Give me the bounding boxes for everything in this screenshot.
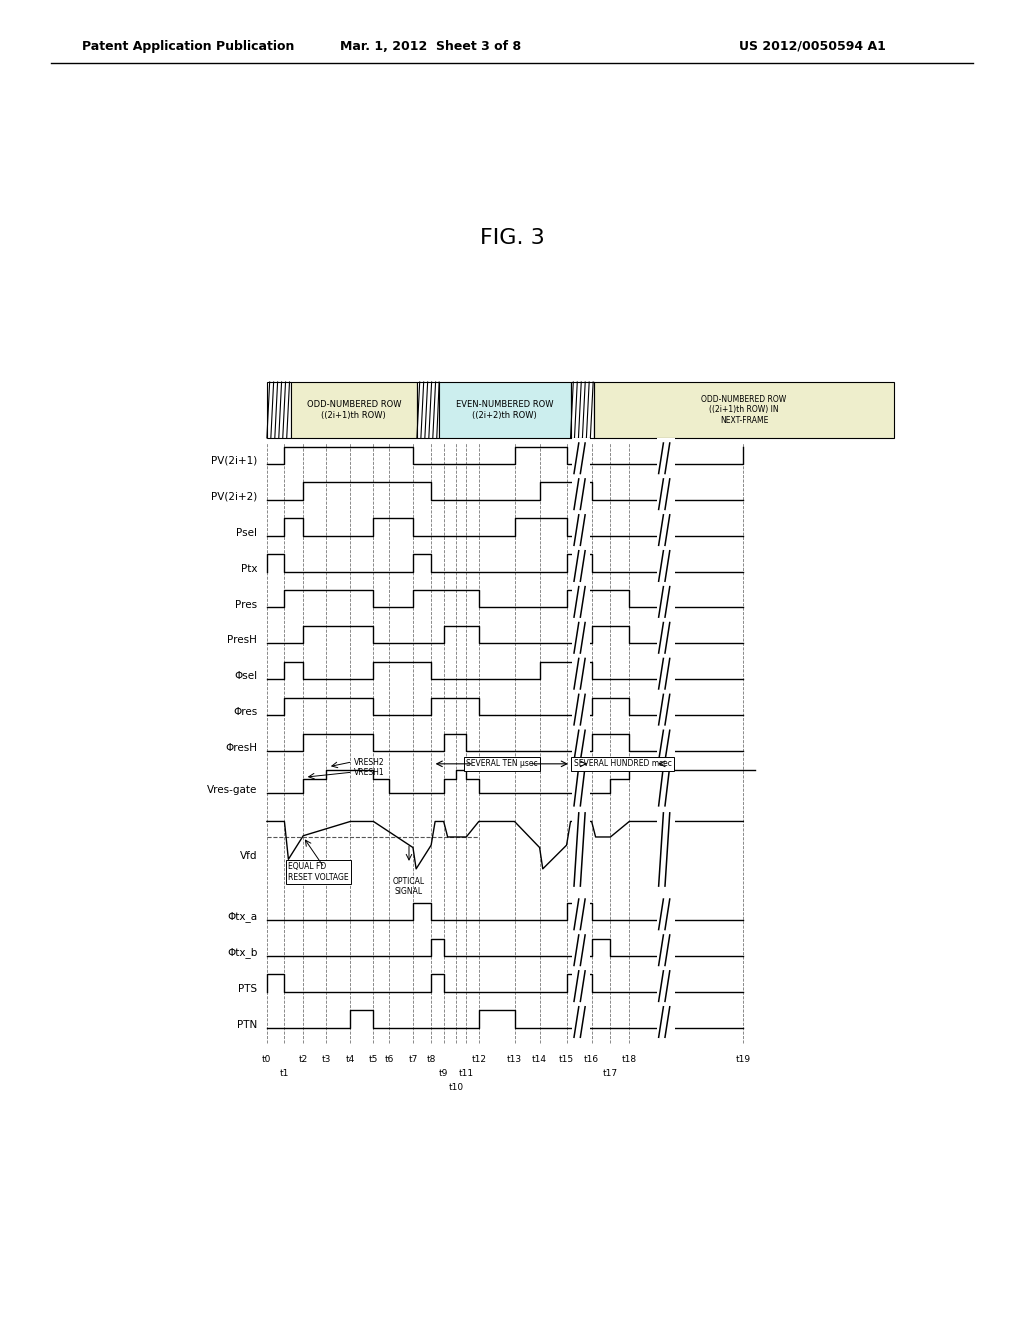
Bar xyxy=(572,438,590,1048)
Bar xyxy=(657,438,675,1048)
Text: PV(2i+2): PV(2i+2) xyxy=(211,492,257,502)
Bar xyxy=(439,381,570,438)
Text: PresH: PresH xyxy=(227,635,257,645)
Text: t3: t3 xyxy=(322,1055,331,1064)
Bar xyxy=(570,381,594,438)
Text: t8: t8 xyxy=(426,1055,436,1064)
Bar xyxy=(594,381,894,438)
Text: t5: t5 xyxy=(369,1055,378,1064)
Text: t16: t16 xyxy=(584,1055,599,1064)
Text: Ptx: Ptx xyxy=(241,564,257,574)
Text: Vres-gate: Vres-gate xyxy=(207,784,257,795)
Text: Φtx_a: Φtx_a xyxy=(227,912,257,923)
Text: t11: t11 xyxy=(459,1069,474,1078)
Text: ODD-NUMBERED ROW
((2i+1)th ROW): ODD-NUMBERED ROW ((2i+1)th ROW) xyxy=(306,400,401,420)
Text: t18: t18 xyxy=(622,1055,637,1064)
Text: PTS: PTS xyxy=(239,983,257,994)
Text: Φtx_b: Φtx_b xyxy=(227,948,257,958)
Text: ΦresH: ΦresH xyxy=(225,743,257,754)
Text: t15: t15 xyxy=(559,1055,574,1064)
Text: SEVERAL TEN μsec: SEVERAL TEN μsec xyxy=(466,759,538,768)
Text: t9: t9 xyxy=(439,1069,449,1078)
Text: t6: t6 xyxy=(384,1055,394,1064)
Text: US 2012/0050594 A1: US 2012/0050594 A1 xyxy=(739,40,886,53)
Text: Φres: Φres xyxy=(233,708,257,717)
Text: t12: t12 xyxy=(471,1055,486,1064)
Text: Psel: Psel xyxy=(237,528,257,537)
Bar xyxy=(267,381,291,438)
Text: Pres: Pres xyxy=(236,599,257,610)
Text: ODD-NUMBERED ROW
((2i+1)th ROW) IN
NEXT-FRAME: ODD-NUMBERED ROW ((2i+1)th ROW) IN NEXT-… xyxy=(701,395,786,425)
Text: t10: t10 xyxy=(449,1084,464,1093)
Text: t1: t1 xyxy=(280,1069,289,1078)
Text: t2: t2 xyxy=(299,1055,308,1064)
Bar xyxy=(417,381,439,438)
Text: OPTICAL
SIGNAL: OPTICAL SIGNAL xyxy=(393,876,425,896)
Text: t17: t17 xyxy=(603,1069,618,1078)
Text: VRESH1: VRESH1 xyxy=(354,768,385,777)
Text: t7: t7 xyxy=(409,1055,418,1064)
Text: Vfd: Vfd xyxy=(240,851,257,861)
Text: VRESH2: VRESH2 xyxy=(354,758,385,767)
Text: t4: t4 xyxy=(346,1055,355,1064)
Text: FIG. 3: FIG. 3 xyxy=(479,227,545,248)
Bar xyxy=(291,381,417,438)
Text: t19: t19 xyxy=(736,1055,751,1064)
Text: PV(2i+1): PV(2i+1) xyxy=(211,455,257,466)
Text: Mar. 1, 2012  Sheet 3 of 8: Mar. 1, 2012 Sheet 3 of 8 xyxy=(340,40,520,53)
Text: t13: t13 xyxy=(507,1055,522,1064)
Text: EQUAL FD
RESET VOLTAGE: EQUAL FD RESET VOLTAGE xyxy=(289,862,349,882)
Text: t14: t14 xyxy=(532,1055,547,1064)
Text: PTN: PTN xyxy=(238,1020,257,1030)
Text: t0: t0 xyxy=(262,1055,271,1064)
Text: Φsel: Φsel xyxy=(234,672,257,681)
Text: Patent Application Publication: Patent Application Publication xyxy=(82,40,294,53)
Text: EVEN-NUMBERED ROW
((2i+2)th ROW): EVEN-NUMBERED ROW ((2i+2)th ROW) xyxy=(456,400,554,420)
Text: SEVERAL HUNDRED msec: SEVERAL HUNDRED msec xyxy=(573,759,672,768)
